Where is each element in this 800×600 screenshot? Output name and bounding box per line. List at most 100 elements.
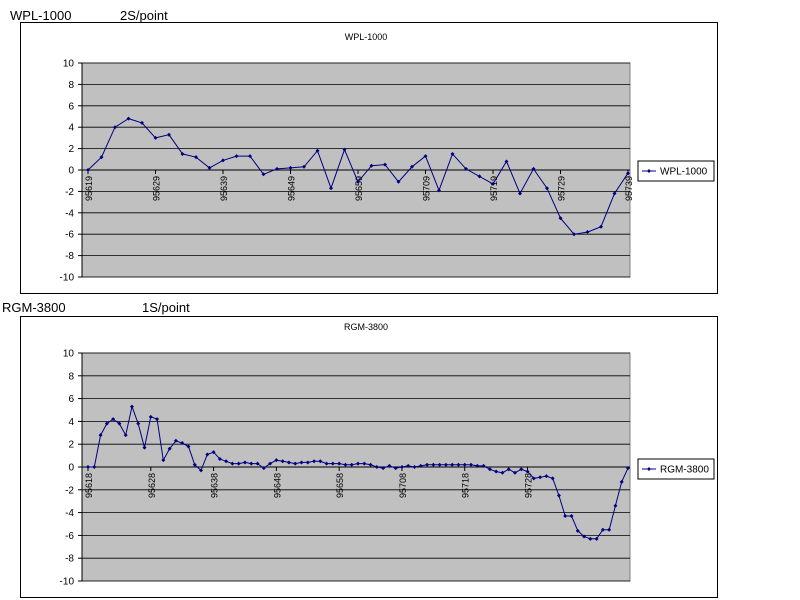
- data-point-2: [318, 459, 323, 464]
- data-point-2: [563, 514, 568, 519]
- data-point-2: [343, 462, 348, 467]
- x-tick-label-2: 95708: [398, 473, 408, 498]
- x-tick-label-2: 95638: [210, 473, 220, 498]
- y-tick-label-2: 6: [68, 394, 74, 405]
- data-point-2: [443, 462, 448, 467]
- data-point-1: [180, 151, 185, 156]
- data-point-2: [607, 527, 612, 532]
- chart-title-2: RGM-3800: [344, 322, 388, 332]
- data-point-1: [558, 216, 563, 221]
- data-point-1: [531, 166, 536, 171]
- y-tick-label-2: 10: [63, 349, 75, 360]
- data-point-1: [342, 147, 347, 152]
- data-point-2: [92, 465, 97, 469]
- data-point-2: [299, 460, 304, 465]
- x-tick-label-2: 95718: [461, 473, 471, 498]
- data-point-1: [86, 168, 90, 172]
- data-point-2: [531, 476, 536, 481]
- y-tick-label-2: -8: [65, 554, 74, 565]
- data-point-2: [525, 469, 530, 474]
- data-point-2: [86, 465, 90, 469]
- data-point-2: [305, 460, 310, 465]
- data-point-2: [155, 417, 160, 422]
- data-point-1: [207, 165, 212, 170]
- data-point-2: [136, 421, 141, 426]
- data-point-2: [293, 461, 298, 466]
- y-tick-label-1: -4: [65, 208, 74, 219]
- data-point-1: [585, 230, 590, 235]
- y-tick-label-1: 8: [68, 80, 74, 91]
- x-tick-label-1: 95709: [422, 176, 432, 201]
- x-tick-label-1: 95659: [354, 176, 364, 201]
- data-point-2: [356, 461, 360, 466]
- data-point-1: [126, 116, 131, 121]
- data-point-2: [506, 467, 511, 472]
- data-point-2: [481, 463, 486, 468]
- data-point-1: [545, 186, 549, 191]
- data-point-2: [469, 462, 474, 467]
- data-point-2: [142, 445, 147, 450]
- data-point-2: [626, 466, 630, 471]
- data-point-2: [330, 461, 335, 466]
- data-point-2: [230, 461, 235, 466]
- y-tick-label-2: -10: [60, 577, 75, 588]
- data-point-1: [437, 188, 441, 193]
- data-point-1: [612, 191, 617, 196]
- data-point-1: [194, 155, 198, 160]
- y-tick-label-1: -6: [65, 230, 74, 241]
- data-point-2: [550, 476, 555, 481]
- data-point-2: [519, 467, 524, 472]
- data-point-1: [261, 172, 266, 177]
- data-point-2: [274, 458, 279, 463]
- data-point-1: [275, 166, 279, 171]
- legend-marker-1: [647, 169, 651, 173]
- legend-label-2: RGM-3800: [660, 465, 709, 476]
- data-point-1: [599, 224, 603, 229]
- data-point-2: [600, 527, 605, 532]
- y-tick-label-2: -6: [65, 531, 74, 542]
- data-point-2: [324, 461, 329, 466]
- data-point-2: [594, 536, 599, 541]
- x-tick-label-2: 95628: [147, 473, 157, 498]
- data-point-1: [288, 165, 293, 170]
- data-point-2: [613, 503, 618, 508]
- y-tick-label-1: -8: [65, 251, 74, 262]
- data-point-2: [261, 466, 266, 471]
- data-point-1: [140, 120, 144, 125]
- data-point-1: [410, 164, 414, 169]
- x-tick-label-1: 95629: [152, 176, 162, 201]
- data-point-2: [249, 461, 254, 466]
- data-point-2: [431, 462, 436, 467]
- data-point-2: [167, 446, 172, 451]
- data-point-2: [205, 452, 210, 457]
- y-tick-label-1: 4: [68, 123, 74, 134]
- data-point-2: [538, 475, 543, 480]
- x-tick-label-1: 95739: [624, 176, 634, 201]
- data-point-2: [161, 458, 166, 463]
- data-point-1: [383, 162, 387, 167]
- data-point-2: [111, 417, 116, 422]
- data-point-2: [362, 461, 367, 466]
- data-point-2: [487, 467, 492, 472]
- legend-box-2: [637, 458, 715, 480]
- x-tick-label-1: 95719: [489, 176, 499, 201]
- data-point-2: [368, 462, 373, 467]
- data-point-1: [464, 166, 468, 171]
- chart-title-1: WPL-1000: [345, 32, 388, 42]
- data-point-1: [99, 155, 104, 160]
- data-point-1: [113, 125, 117, 130]
- y-tick-label-2: 2: [68, 440, 74, 451]
- data-point-2: [217, 457, 222, 462]
- data-point-2: [588, 536, 593, 541]
- data-point-2: [148, 414, 153, 419]
- data-point-2: [425, 462, 430, 467]
- data-point-2: [280, 459, 285, 464]
- x-tick-label-1: 95619: [84, 176, 94, 201]
- caption-rate-2: 1S/point: [142, 300, 190, 315]
- data-point-2: [544, 474, 549, 479]
- data-point-2: [312, 459, 317, 464]
- data-point-1: [248, 154, 252, 159]
- data-point-2: [123, 433, 128, 438]
- data-point-1: [356, 179, 360, 184]
- y-tick-label-1: -10: [60, 273, 75, 284]
